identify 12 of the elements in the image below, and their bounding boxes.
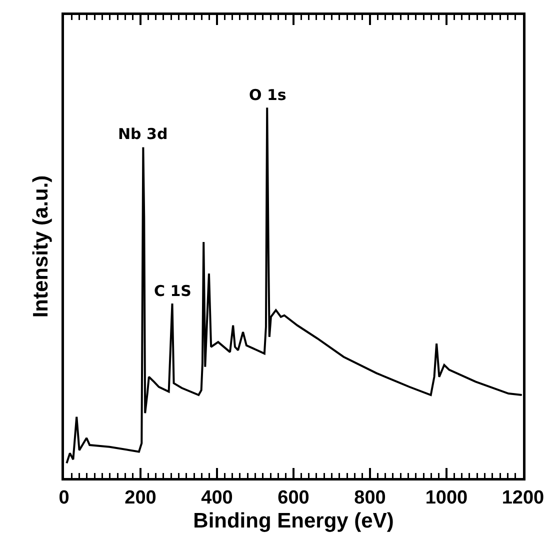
x-tick-label: 800 (354, 487, 386, 508)
x-tick-label: 0 (58, 487, 70, 508)
x-tick-label: 600 (278, 487, 310, 508)
x-tick-label: 200 (124, 487, 156, 508)
x-tick-label: 400 (201, 487, 233, 508)
annotation: Nb 3d (118, 125, 168, 143)
annotation: C 1S (154, 282, 192, 300)
x-axis-title: Binding Energy (eV) (193, 510, 394, 533)
y-axis-title: Intensity (a.u.) (29, 175, 52, 318)
annotation: O 1s (249, 86, 286, 104)
x-tick-label: 1000 (425, 487, 468, 508)
x-tick-label: 1200 (502, 487, 544, 508)
